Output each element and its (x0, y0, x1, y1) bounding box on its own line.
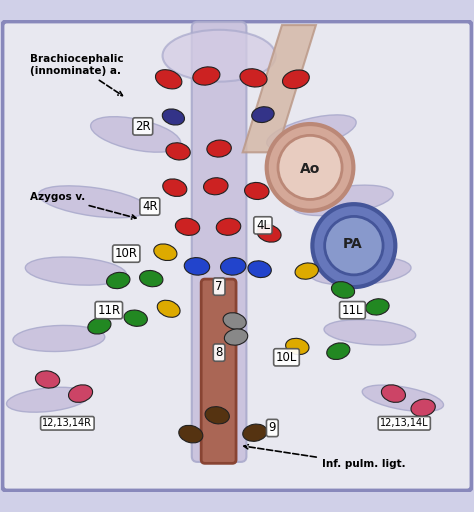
Circle shape (325, 217, 383, 275)
Ellipse shape (124, 310, 147, 326)
Text: Azygos v.: Azygos v. (30, 192, 136, 219)
Ellipse shape (283, 70, 310, 89)
Ellipse shape (366, 298, 389, 315)
Ellipse shape (257, 225, 281, 242)
Ellipse shape (139, 270, 163, 287)
Ellipse shape (155, 70, 182, 89)
Ellipse shape (175, 218, 200, 236)
Ellipse shape (38, 186, 148, 218)
Ellipse shape (223, 313, 246, 329)
Ellipse shape (331, 282, 355, 298)
Text: 8: 8 (215, 346, 223, 359)
Ellipse shape (207, 140, 231, 157)
Text: 11L: 11L (342, 304, 363, 317)
Text: 2R: 2R (135, 120, 151, 133)
Ellipse shape (216, 218, 241, 236)
Text: 10R: 10R (115, 247, 138, 260)
Text: 7: 7 (215, 280, 223, 293)
Ellipse shape (293, 185, 393, 216)
Ellipse shape (163, 30, 276, 81)
Ellipse shape (91, 117, 181, 152)
Ellipse shape (184, 258, 210, 275)
Ellipse shape (243, 424, 267, 441)
Ellipse shape (163, 179, 187, 197)
Ellipse shape (107, 272, 130, 289)
Text: 12,13,14L: 12,13,14L (380, 418, 428, 428)
Ellipse shape (310, 257, 411, 285)
Circle shape (278, 135, 342, 200)
Text: 4R: 4R (142, 200, 158, 213)
Text: 11R: 11R (97, 304, 120, 317)
Ellipse shape (179, 425, 203, 443)
Ellipse shape (411, 399, 435, 416)
Ellipse shape (240, 69, 267, 87)
Ellipse shape (382, 385, 405, 402)
FancyBboxPatch shape (2, 22, 472, 490)
Text: 10L: 10L (276, 351, 297, 364)
Circle shape (312, 204, 395, 287)
FancyBboxPatch shape (201, 279, 236, 463)
Ellipse shape (166, 143, 190, 160)
Text: PA: PA (343, 237, 362, 251)
Ellipse shape (286, 338, 309, 355)
Ellipse shape (224, 329, 248, 345)
Ellipse shape (220, 258, 246, 275)
Ellipse shape (7, 387, 89, 412)
Ellipse shape (327, 343, 350, 359)
Text: 9: 9 (269, 421, 276, 435)
Ellipse shape (162, 109, 184, 125)
Circle shape (267, 124, 354, 211)
Ellipse shape (252, 106, 274, 122)
Text: 12,13,14R: 12,13,14R (42, 418, 92, 428)
Ellipse shape (362, 385, 444, 412)
Text: Inf. pulm. ligt.: Inf. pulm. ligt. (244, 445, 405, 470)
Ellipse shape (157, 300, 180, 317)
Ellipse shape (324, 319, 416, 345)
Text: Ao: Ao (300, 162, 320, 176)
FancyBboxPatch shape (192, 22, 246, 462)
Ellipse shape (69, 385, 92, 402)
Ellipse shape (193, 67, 220, 85)
Ellipse shape (13, 326, 105, 352)
Ellipse shape (36, 371, 60, 388)
Ellipse shape (245, 182, 269, 200)
Ellipse shape (154, 244, 177, 261)
Ellipse shape (267, 115, 356, 150)
Text: Brachiocephalic
(innominate) a.: Brachiocephalic (innominate) a. (30, 54, 123, 96)
Text: 4L: 4L (256, 219, 270, 232)
Polygon shape (243, 25, 316, 153)
Ellipse shape (248, 261, 271, 278)
Ellipse shape (88, 317, 111, 334)
Ellipse shape (203, 178, 228, 195)
Ellipse shape (205, 407, 229, 424)
Ellipse shape (295, 263, 319, 279)
Ellipse shape (25, 257, 127, 285)
